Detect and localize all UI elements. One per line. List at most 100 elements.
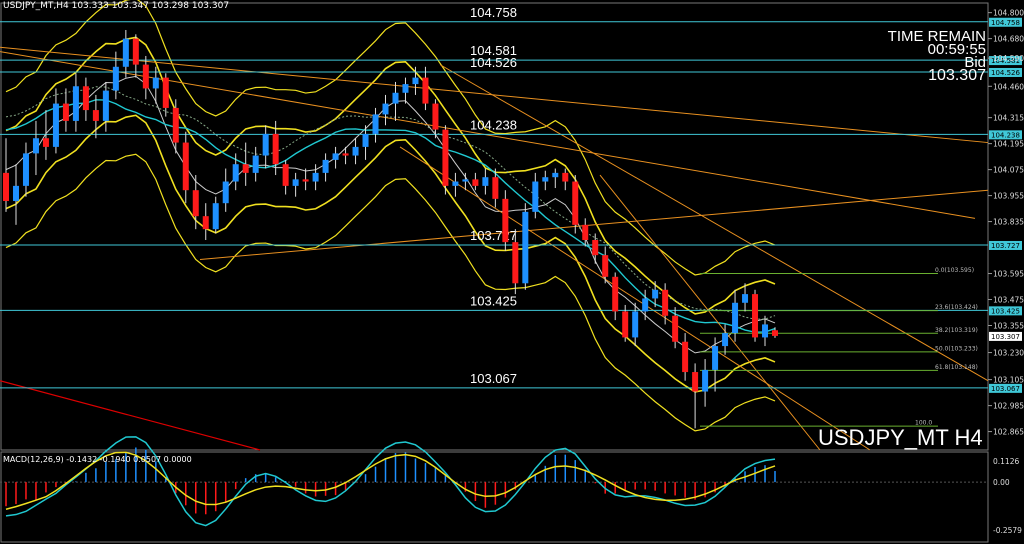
candle-body [642,298,649,312]
fibonacci-levels: 0.0(103.595) 23.6(103.424) 38.2(103.319) 50… [700,267,978,427]
candle-body [202,216,209,230]
candlesticks [3,29,778,429]
level-price-tag-text: 104.581 [991,57,1020,65]
level-price-tag [989,306,1022,316]
symbol-watermark: USDJPY_MT H4 [818,425,983,450]
trend-line [0,46,989,144]
candle-body [262,133,269,156]
candle-body [502,198,509,243]
axis-tick-label: 104.680 [993,35,1024,44]
candle-body [292,179,299,186]
candle-body [352,146,359,156]
candle-body [772,330,778,336]
trend-line [199,189,989,260]
main-panel-border [0,2,989,451]
candle-body [32,138,39,154]
candle-body [402,84,409,93]
level-price-tag-text: 104.526 [991,69,1020,77]
level-price-tag [989,17,1022,27]
candle-body [532,181,539,212]
candle-body [62,103,69,121]
trend-line [0,51,976,219]
candle-body [552,172,559,178]
bid-label: Bid [964,54,986,71]
macd-header: MACD(12,26,9) -0.1432 -0.1940 0.0507 0.0… [3,455,192,464]
candle-body [172,107,179,143]
indicator-layer [5,0,776,432]
level-price-tag [989,383,1022,393]
candle-body [102,90,109,121]
bollinger-lower [5,114,776,393]
candle-body [682,341,689,373]
candle-body [572,181,579,225]
candle-body [512,242,519,284]
candle-body [622,311,629,338]
candle-body [342,153,349,156]
candle-body [662,289,669,316]
candle-body [582,224,589,240]
candle-body [222,181,229,204]
candle-body [212,203,219,230]
symbol-info: USDJPY_MT,H4 [3,1,69,11]
candle-body [132,38,139,65]
chart-frame [0,2,989,543]
trendline-layer [0,46,989,451]
axis-tick-label: 103.230 [993,349,1024,358]
candle-body [422,77,429,104]
candle-body [392,92,399,104]
level-price-tag-text: 103.067 [991,385,1020,393]
axis-tick-label: 103.835 [993,218,1024,227]
macd-tick-label: 0.00 [993,478,1010,487]
axis-tick-label: 102.865 [993,428,1024,437]
candle-body [722,333,729,347]
level-price-tag-text: 103.425 [991,307,1020,315]
level-price-tag [989,67,1022,77]
axis-tick-label: 104.460 [993,82,1024,91]
candle-body [742,294,749,303]
candle-body [22,153,29,186]
candle-body [752,294,759,338]
macd-tick-label: -0.2579 [993,526,1022,535]
fib-label: 23.6(103.424) [935,304,978,311]
candle-body [3,172,9,202]
axis-tick-label: 102.985 [993,402,1024,411]
candle-body [332,153,339,160]
candle-body [12,185,19,202]
candle-body [232,164,239,182]
axis-tick-label: 103.355 [993,322,1024,331]
candle-body [412,77,419,85]
moving-average-fast [5,75,776,354]
candle-body [452,181,459,186]
candle-body [142,64,149,89]
candle-body [432,103,439,130]
macd-signal-line [5,451,776,510]
price-axis: 104.800 104.680 104.590 104.460 104.315 104.1… [988,9,1024,437]
candle-body [372,114,379,134]
level-label: 104.581 [470,43,517,58]
current-price-tag [989,331,1022,341]
bollinger-upper-outer [5,0,776,276]
candle-body [692,372,699,392]
axis-tick-label: 104.590 [993,54,1024,63]
fib-label: 0.0(103.595) [935,267,974,274]
candle-body [362,133,369,147]
bollinger-upper [5,36,776,315]
level-price-tag [989,130,1022,140]
candle-body [72,86,79,121]
candle-body [382,103,389,115]
candle-body [672,315,679,342]
axis-tick-label: 104.315 [993,114,1024,123]
axis-tick-label: 104.800 [993,9,1024,18]
candle-body [252,155,259,173]
fib-label: 100.0 [915,420,932,427]
axis-tick-label: 103.105 [993,376,1024,385]
red-trend-line [0,380,261,451]
candle-body [282,164,289,186]
level-price-tag-text: 103.727 [991,242,1020,250]
level-label: 104.238 [470,117,517,132]
candle-body [632,311,639,338]
macd-tick-label: 0.1126 [993,457,1019,466]
trend-line [399,146,871,451]
candle-body [612,276,619,312]
